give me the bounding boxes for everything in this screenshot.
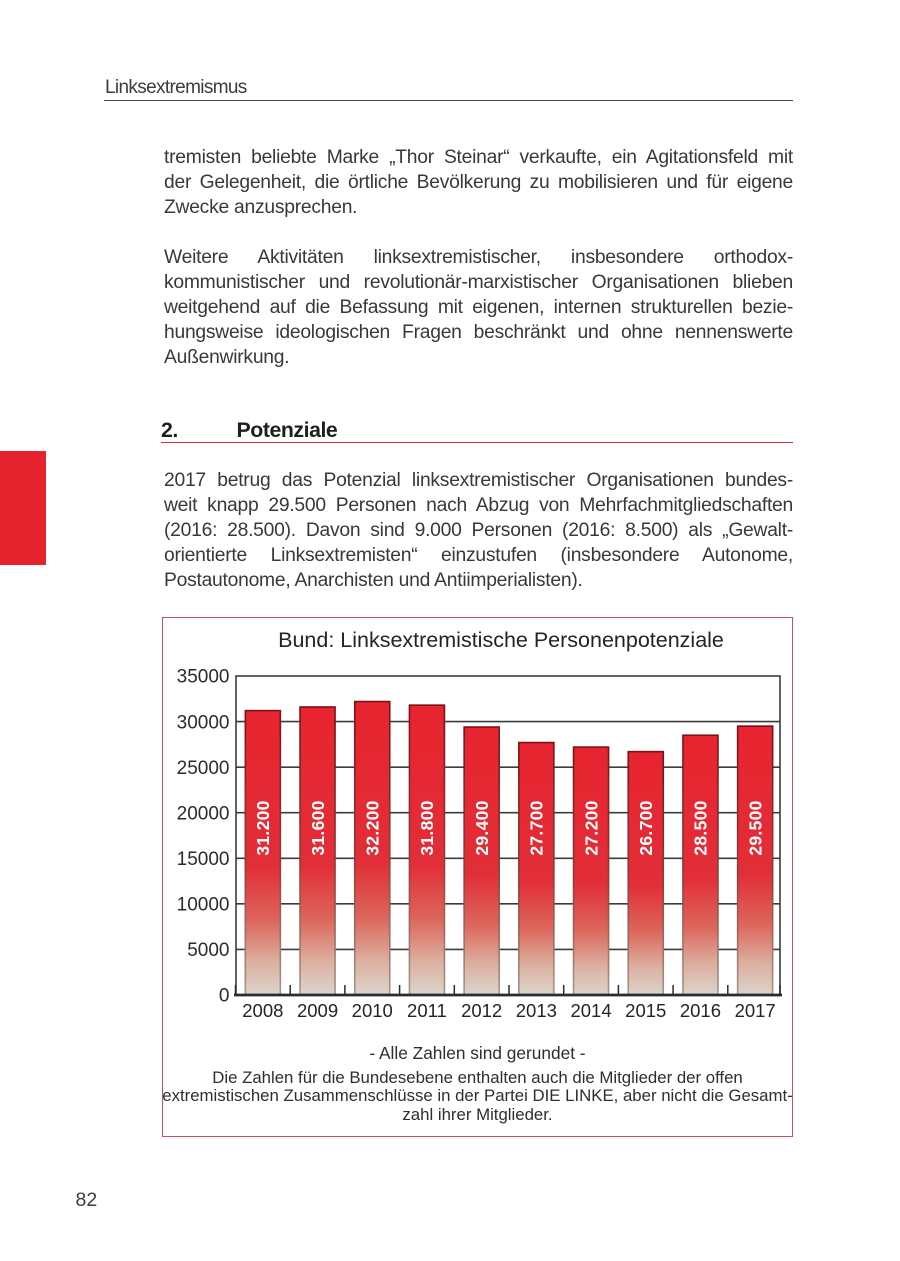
svg-text:29.500: 29.500 bbox=[745, 800, 765, 855]
svg-text:15000: 15000 bbox=[177, 849, 230, 870]
svg-text:30000: 30000 bbox=[177, 712, 230, 733]
svg-text:2011: 2011 bbox=[407, 1000, 447, 1021]
svg-text:35000: 35000 bbox=[177, 667, 230, 688]
svg-text:32.200: 32.200 bbox=[362, 800, 382, 855]
svg-text:2009: 2009 bbox=[297, 1000, 338, 1021]
svg-text:29.400: 29.400 bbox=[472, 800, 492, 855]
svg-text:0: 0 bbox=[219, 986, 230, 1007]
svg-text:31.800: 31.800 bbox=[417, 800, 437, 855]
svg-text:27.200: 27.200 bbox=[581, 800, 601, 855]
svg-text:2008: 2008 bbox=[242, 1000, 283, 1021]
svg-text:26.700: 26.700 bbox=[636, 800, 656, 855]
svg-text:2013: 2013 bbox=[516, 1000, 557, 1021]
svg-text:2010: 2010 bbox=[352, 1000, 393, 1021]
svg-text:20000: 20000 bbox=[177, 803, 230, 824]
svg-text:2014: 2014 bbox=[570, 1000, 611, 1021]
svg-text:10000: 10000 bbox=[177, 895, 230, 916]
svg-text:27.700: 27.700 bbox=[527, 800, 547, 855]
svg-text:25000: 25000 bbox=[177, 758, 230, 779]
svg-text:31.200: 31.200 bbox=[253, 800, 273, 855]
svg-text:2015: 2015 bbox=[625, 1000, 666, 1021]
svg-text:2012: 2012 bbox=[461, 1000, 502, 1021]
svg-text:31.600: 31.600 bbox=[308, 800, 328, 855]
svg-text:5000: 5000 bbox=[187, 940, 229, 961]
svg-text:28.500: 28.500 bbox=[691, 800, 711, 855]
svg-text:2016: 2016 bbox=[680, 1000, 721, 1021]
svg-text:2017: 2017 bbox=[735, 1000, 776, 1021]
